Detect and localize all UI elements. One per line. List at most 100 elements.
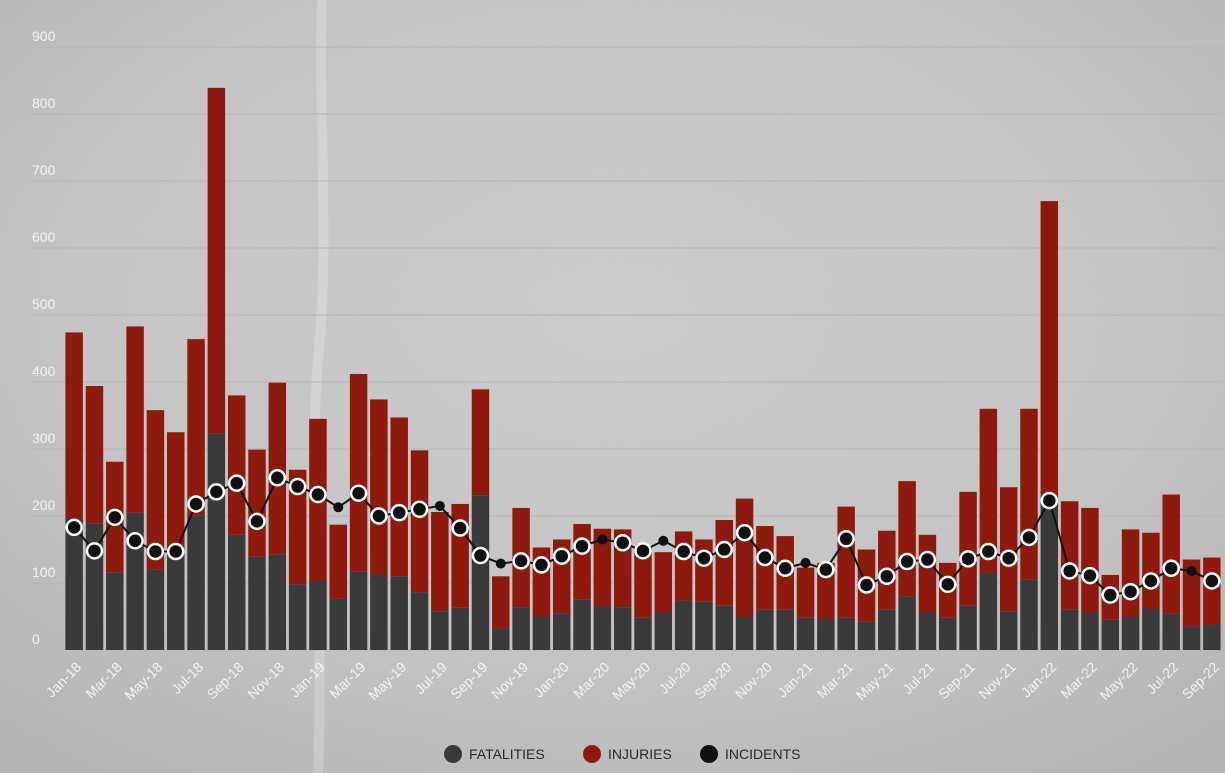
injuries-bar: [695, 539, 713, 602]
fatalities-bar: [349, 571, 368, 650]
injuries-bar: [796, 567, 815, 618]
incidents-point: [1060, 562, 1079, 580]
incidents-point: [735, 524, 754, 542]
incidents-point: [1186, 565, 1197, 576]
fatalities-bar: [431, 611, 449, 650]
injuries-bar: [1020, 408, 1038, 580]
injuries-bar: [674, 531, 693, 601]
incidents-point: [552, 547, 571, 565]
incidents-point: [800, 557, 811, 568]
injuries-bar: [370, 399, 388, 575]
fatalities-bar: [471, 495, 490, 650]
incidents-point: [1162, 559, 1180, 578]
injuries-bar: [979, 408, 998, 573]
fatalities-bar: [309, 580, 327, 650]
injuries-bar: [1121, 529, 1140, 617]
legend-label: INJURIES: [608, 746, 672, 762]
incidents-point: [349, 484, 368, 502]
incidents-point: [187, 495, 205, 513]
incidents-point: [1101, 586, 1120, 604]
incidents-point: [857, 576, 876, 594]
injuries-bar: [1203, 557, 1221, 625]
incidents-point: [434, 500, 445, 511]
incidents-point: [126, 532, 144, 550]
fatalities-bar: [857, 621, 876, 650]
injuries-bar: [167, 432, 185, 555]
incidents-point: [1020, 528, 1038, 547]
fatalities-bar: [553, 613, 571, 650]
injuries-bar: [1081, 507, 1099, 613]
incidents-point: [1121, 582, 1140, 601]
y-tick-label: 100: [32, 564, 56, 580]
fatalities-bar: [817, 618, 835, 650]
injuries-bar: [431, 511, 449, 612]
injuries-bar: [1162, 494, 1180, 614]
fatalities-bar: [573, 599, 591, 650]
injuries-bar: [85, 386, 104, 524]
injuries-bar: [1142, 532, 1160, 609]
fatalities-bar: [492, 628, 510, 650]
injuries-bar: [268, 382, 287, 555]
incidents-point: [715, 540, 734, 559]
injuries-bar: [573, 524, 591, 600]
fatalities-bar: [451, 607, 469, 650]
fatalities-bar: [674, 600, 693, 650]
fatalities-bar: [756, 609, 774, 650]
injuries-bar: [1040, 201, 1059, 503]
fatalities-bar: [1203, 624, 1221, 650]
incidents-point: [207, 483, 226, 501]
injuries-bar: [1060, 501, 1079, 610]
incidents-point: [288, 477, 307, 496]
fatalities-bar: [1162, 613, 1180, 650]
fatalities-bar: [512, 607, 530, 650]
y-axis: 0 100 200 300 400 500 600 700 800 900: [32, 28, 56, 647]
injuries-bar: [1182, 559, 1201, 627]
incidents-point: [658, 535, 669, 546]
y-tick-label: 500: [32, 296, 56, 312]
incidents-line: [65, 469, 1221, 604]
legend-swatch: [444, 745, 462, 763]
incidents-point: [451, 519, 469, 537]
incidents-point: [837, 530, 855, 548]
incidents-point: [1142, 572, 1160, 590]
incidents-point: [166, 542, 185, 561]
legend: FATALITIES INJURIES INCIDENTS: [444, 745, 800, 763]
incidents-point: [695, 549, 713, 567]
injuries-bar: [735, 498, 754, 617]
fatalities-bar: [1142, 608, 1160, 650]
fatalities-bar: [248, 556, 266, 650]
fatalities-bar: [106, 572, 124, 650]
fatalities-bar: [776, 609, 794, 650]
incidents-point: [938, 575, 957, 594]
incidents-point: [817, 560, 835, 579]
injuries-bar: [288, 469, 307, 585]
injuries-bar: [654, 552, 673, 613]
fatalities-bar: [288, 584, 307, 650]
legend-label: FATALITIES: [469, 746, 545, 762]
y-tick-label: 800: [32, 95, 56, 111]
fatalities-bar: [837, 617, 855, 650]
incidents-point: [309, 485, 327, 504]
y-tick-label: 700: [32, 162, 56, 178]
fatalities-bar: [187, 515, 205, 650]
injuries-bar: [207, 87, 226, 434]
fatalities-bar: [715, 605, 733, 650]
incidents-point: [65, 518, 83, 537]
injuries-bar: [248, 449, 266, 557]
incidents-point: [756, 548, 774, 567]
y-tick-label: 200: [32, 497, 56, 513]
injuries-bar: [126, 326, 144, 513]
incidents-point: [918, 550, 937, 569]
incidents-point: [85, 542, 104, 560]
fatalities-bar: [207, 433, 226, 650]
fatalities-bar: [735, 616, 754, 650]
fatalities-bar: [370, 574, 388, 650]
incidents-point: [597, 534, 608, 545]
fatalities-bar: [918, 612, 937, 650]
injuries-bar: [349, 373, 368, 572]
injuries-bar: [756, 526, 774, 610]
incidents-point: [1081, 566, 1099, 585]
fatalities-bar: [390, 576, 408, 650]
fatalities-bar: [227, 534, 246, 650]
